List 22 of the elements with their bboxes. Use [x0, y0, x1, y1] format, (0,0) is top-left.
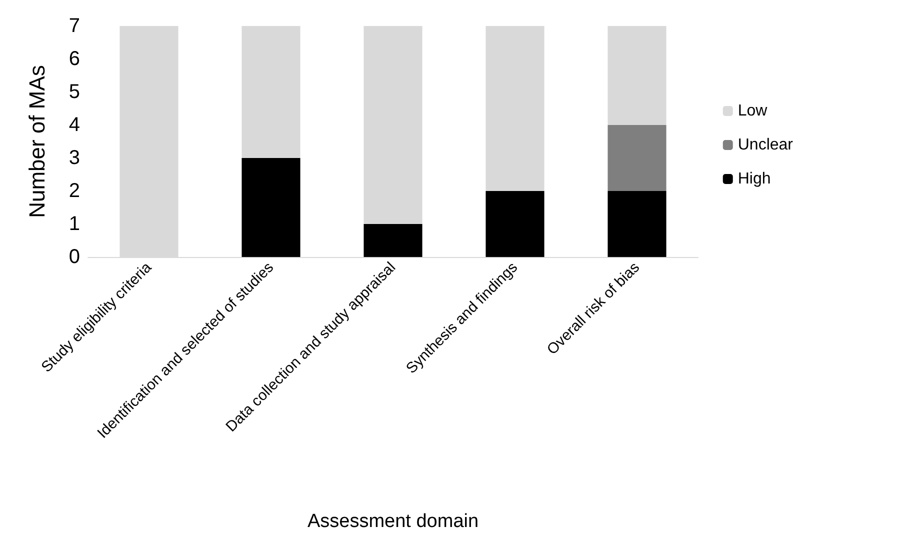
- bar: [486, 26, 544, 191]
- y-tick-label: 5: [68, 81, 80, 103]
- bar: [608, 125, 666, 191]
- bar: [608, 191, 666, 257]
- bar: [242, 26, 300, 158]
- bar: [608, 26, 666, 125]
- legend-label: High: [738, 170, 771, 188]
- y-tick-label: 4: [68, 114, 80, 136]
- legend-label: Low: [738, 102, 768, 120]
- bar: [242, 158, 300, 257]
- legend-label: Unclear: [738, 136, 794, 154]
- y-tick-label: 2: [68, 180, 80, 202]
- bar: [364, 224, 422, 257]
- y-tick-label: 1: [68, 213, 80, 235]
- bar: [486, 191, 544, 257]
- y-tick-label: 3: [68, 147, 80, 169]
- x-axis-title: Assessment domain: [307, 511, 479, 532]
- y-tick-label: 0: [68, 246, 80, 268]
- y-tick-label: 7: [68, 15, 80, 37]
- y-axis-title: Number of MAs: [24, 65, 50, 218]
- bar: [364, 26, 422, 224]
- y-tick-label: 6: [68, 48, 80, 70]
